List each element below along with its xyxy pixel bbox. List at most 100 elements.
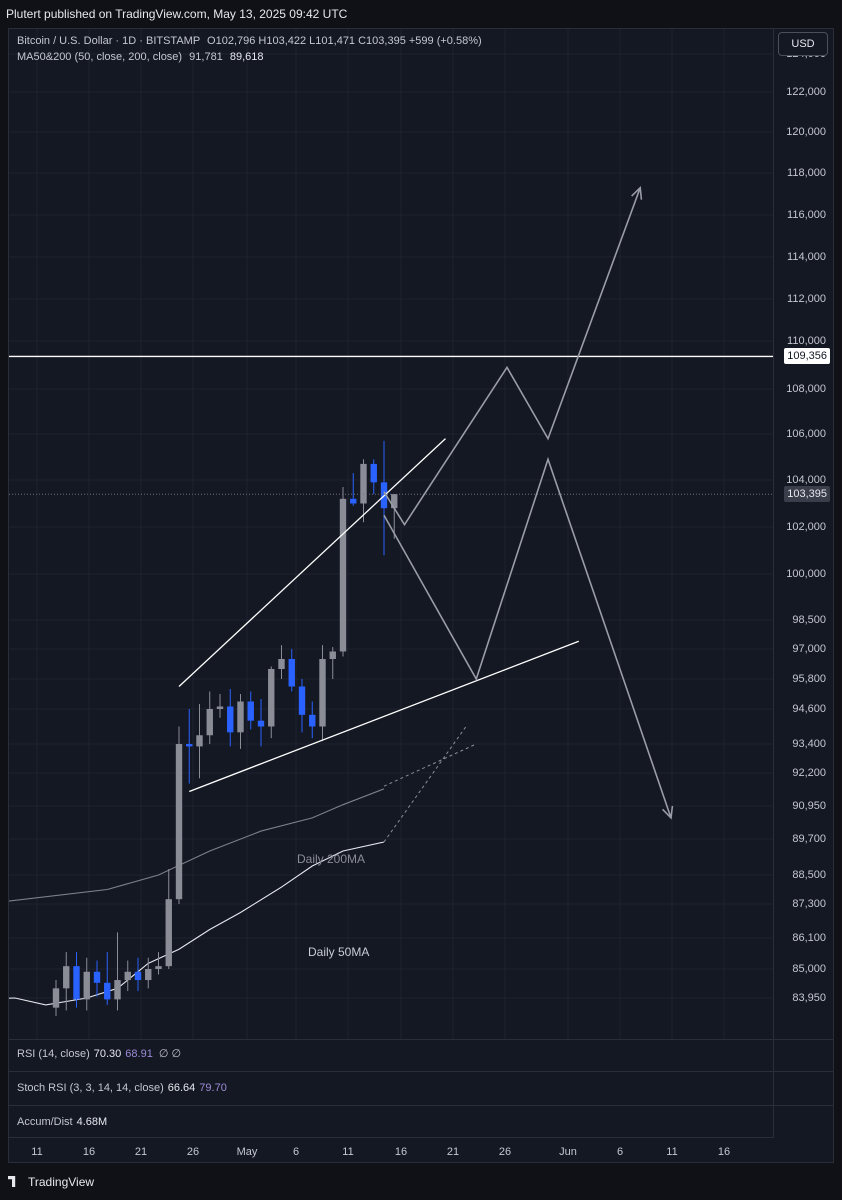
- ohlc-values: O102,796 H103,422 L101,471 C103,395 +599…: [207, 35, 482, 47]
- candle-body: [237, 701, 244, 733]
- candle-body: [298, 686, 306, 715]
- candle-body: [93, 971, 101, 983]
- time-tick-label: 11: [31, 1146, 43, 1158]
- candle-body: [319, 659, 326, 727]
- price-tick-label: 95,800: [792, 673, 826, 685]
- rsi-pane[interactable]: RSI (14, close) 70.30 68.91 ∅ ∅: [9, 1039, 773, 1072]
- price-tick-label: 86,100: [792, 932, 826, 944]
- time-tick-label: 26: [186, 1146, 200, 1158]
- candle-body: [391, 494, 398, 509]
- price-tick-label: 120,000: [786, 126, 826, 138]
- rsi-extra: ∅ ∅: [158, 1048, 182, 1060]
- ma50-annotation: Daily 50MA: [308, 945, 370, 959]
- rsi-value: 70.30: [93, 1048, 122, 1060]
- time-tick-label: 21: [446, 1146, 460, 1158]
- currency-button[interactable]: USD: [778, 32, 828, 56]
- tradingview-logo[interactable]: TradingView: [8, 1175, 94, 1189]
- candle-body: [73, 966, 80, 1000]
- price-tick-label: 102,000: [786, 521, 826, 533]
- resistance-price-tag: 109,356: [784, 348, 830, 365]
- ma200-annotation: Daily 200MA: [297, 852, 366, 866]
- stoch-axis: [773, 1071, 834, 1106]
- accum-legend: Accum/Dist 4.68M: [17, 1116, 107, 1128]
- candle-body: [360, 463, 367, 504]
- candle-body: [175, 744, 183, 900]
- rsi-ma-value: 68.91: [125, 1048, 153, 1060]
- price-chart[interactable]: [9, 29, 773, 1039]
- time-tick-label: May: [236, 1146, 258, 1158]
- time-tick-label: 16: [394, 1146, 408, 1158]
- candle-body: [216, 706, 224, 709]
- candle-body: [83, 971, 90, 1000]
- footer: TradingView: [0, 1163, 842, 1200]
- candle-body: [257, 720, 265, 727]
- rsi-axis: [773, 1039, 834, 1072]
- candle-body: [329, 651, 336, 659]
- accum-dist-pane[interactable]: Accum/Dist 4.68M: [9, 1105, 773, 1138]
- price-tick-label: 108,000: [786, 383, 826, 395]
- rsi-name: RSI (14, close): [17, 1048, 90, 1060]
- price-tick-label: 93,400: [792, 738, 826, 750]
- time-tick-label: 26: [498, 1146, 512, 1158]
- candle-body: [309, 714, 316, 727]
- price-tick-label: 90,950: [792, 800, 826, 812]
- price-tick-label: 88,500: [792, 869, 826, 881]
- accum-axis: [773, 1105, 834, 1138]
- price-tick-label: 98,500: [792, 614, 826, 626]
- projection-path: [383, 456, 672, 819]
- price-tick-label: 85,000: [792, 963, 826, 975]
- price-tick-label: 118,000: [787, 167, 826, 179]
- ma-legend[interactable]: MA50&200 (50, close, 200, close) 91,781 …: [17, 51, 264, 63]
- time-tick-label: 6: [292, 1146, 300, 1158]
- candle-body: [288, 659, 295, 687]
- candlestick-chart[interactable]: [9, 29, 773, 1039]
- price-tick-label: 122,000: [786, 86, 826, 98]
- time-tick-label: 6: [616, 1146, 624, 1158]
- stoch-k-value: 66.64: [167, 1082, 196, 1094]
- time-axis[interactable]: 11 16 21 26 May 6 11 16 21 26 Jun 6 11 16: [9, 1137, 773, 1163]
- time-tick-label: 16: [717, 1146, 731, 1158]
- time-tick-label: 16: [82, 1146, 96, 1158]
- price-tick-label: 104,000: [786, 474, 826, 486]
- price-tick-label: 114,000: [787, 251, 826, 263]
- ma200-value: 89,618: [229, 51, 264, 63]
- ma-indicator-name: MA50&200 (50, close, 200, close): [17, 51, 183, 63]
- candle-body: [196, 735, 203, 747]
- price-axis[interactable]: 124,000122,000120,000118,000116,000114,0…: [773, 29, 834, 1039]
- publish-info: Plutert published on TradingView.com, Ma…: [6, 7, 348, 21]
- price-tick-label: 83,950: [792, 992, 826, 1004]
- price-tick-label: 94,600: [792, 703, 826, 715]
- channel-upper-line: [178, 438, 446, 687]
- time-tick-label: 21: [134, 1146, 148, 1158]
- candle-body: [134, 971, 142, 981]
- accum-value: 4.68M: [76, 1116, 108, 1128]
- candle-body: [350, 498, 357, 504]
- projection-dashed-path: [383, 743, 477, 787]
- projection-arrowhead: [631, 185, 643, 200]
- candle-body: [206, 709, 213, 736]
- ma50-value: 91,781: [189, 51, 223, 63]
- candle-body: [268, 669, 275, 727]
- time-tick-label: Jun: [559, 1146, 577, 1158]
- accum-name: Accum/Dist: [17, 1116, 73, 1128]
- publish-header: Plutert published on TradingView.com, Ma…: [0, 0, 842, 28]
- price-tick-label: 89,700: [792, 833, 826, 845]
- candle-body: [145, 969, 152, 981]
- candle-body: [114, 980, 121, 1000]
- price-tick-label: 100,000: [786, 568, 826, 580]
- rsi-legend: RSI (14, close) 70.30 68.91 ∅ ∅: [17, 1047, 181, 1060]
- candle-body: [165, 899, 172, 967]
- candle-body: [124, 971, 131, 981]
- time-tick-label: 11: [666, 1146, 678, 1158]
- candle-body: [278, 659, 285, 669]
- stoch-rsi-pane[interactable]: Stoch RSI (3, 3, 14, 14, close) 66.64 79.7…: [9, 1071, 773, 1106]
- candle-body: [63, 966, 70, 989]
- candle-body: [227, 706, 234, 733]
- price-tick-label: 106,000: [786, 428, 826, 440]
- price-tick-label: 92,200: [792, 767, 826, 779]
- candle-body: [370, 463, 377, 483]
- candle-body: [339, 498, 347, 652]
- price-tick-label: 112,000: [787, 293, 826, 305]
- candle-body: [52, 988, 60, 1008]
- symbol-legend[interactable]: Bitcoin / U.S. Dollar · 1D · BITSTAMP O1…: [17, 35, 482, 47]
